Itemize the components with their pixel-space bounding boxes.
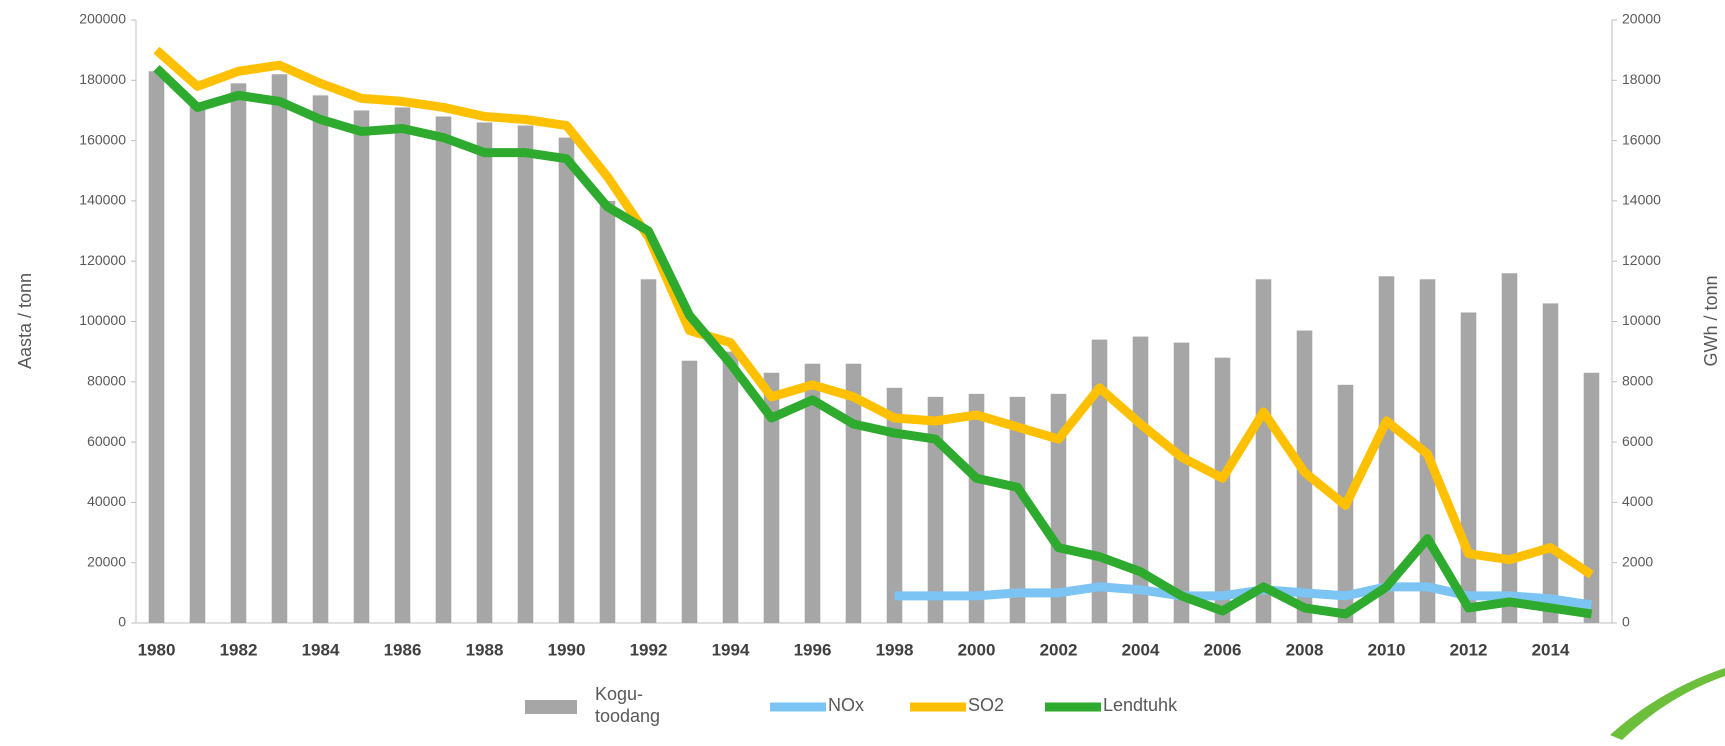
bar [1050, 393, 1067, 623]
line-series [894, 582, 1593, 610]
y2-tick-label: 12000 [1622, 252, 1661, 268]
y2-tick-label: 6000 [1622, 433, 1653, 449]
bar [1542, 303, 1559, 623]
bar [312, 95, 329, 623]
legend-label: SO2 [968, 695, 1005, 715]
y-tick-label: 160000 [79, 131, 126, 147]
y-tick-label: 60000 [87, 433, 126, 449]
bar [927, 396, 944, 623]
y-tick-label: 200000 [79, 11, 126, 27]
legend-label: Kogu- toodang [595, 684, 661, 726]
x-tick-label: 2002 [1040, 640, 1078, 659]
bar [148, 71, 165, 623]
bar [1214, 357, 1231, 623]
bar [804, 363, 821, 623]
bar [640, 279, 657, 623]
x-tick-label: 1988 [466, 640, 504, 659]
bar [517, 125, 534, 624]
legend-label: NOx [828, 695, 864, 715]
y-axis-label: Aasta / tonn [15, 273, 35, 369]
x-tick-label: 1982 [220, 640, 258, 659]
x-tick-label: 1994 [712, 640, 750, 659]
bar [1460, 312, 1477, 623]
bar [394, 107, 411, 623]
bar [558, 137, 575, 623]
bar [1009, 396, 1026, 623]
bar [476, 122, 493, 623]
y2-tick-label: 2000 [1622, 553, 1653, 569]
x-tick-label: 2008 [1286, 640, 1324, 659]
y-tick-label: 20000 [87, 553, 126, 569]
x-tick-label: 1992 [630, 640, 668, 659]
y2-tick-label: 8000 [1622, 373, 1653, 389]
x-tick-label: 2000 [958, 640, 996, 659]
bar [886, 387, 903, 623]
x-tick-label: 1984 [302, 640, 340, 659]
y2-tick-label: 0 [1622, 614, 1630, 630]
x-tick-label: 2012 [1450, 640, 1488, 659]
bar [763, 372, 780, 623]
bar [230, 83, 247, 623]
bar [1091, 339, 1108, 623]
x-tick-label: 2006 [1204, 640, 1242, 659]
y2-tick-label: 20000 [1622, 11, 1661, 27]
y-tick-label: 140000 [79, 192, 126, 208]
line-series [153, 46, 1594, 579]
y-tick-label: 80000 [87, 373, 126, 389]
legend-label: Lendtuhk [1103, 695, 1178, 715]
bar [599, 200, 616, 623]
y-tick-label: 0 [118, 614, 126, 630]
x-tick-label: 1980 [138, 640, 176, 659]
y2-tick-label: 14000 [1622, 192, 1661, 208]
bar [1132, 336, 1149, 623]
bar [353, 110, 370, 623]
bar [681, 360, 698, 623]
bar [1255, 279, 1272, 623]
y2-tick-label: 10000 [1622, 312, 1661, 328]
bar [189, 104, 206, 624]
bar [722, 351, 739, 623]
bar [968, 393, 985, 623]
y-tick-label: 40000 [87, 493, 126, 509]
y2-axis-label: GWh / tonn [1701, 275, 1721, 366]
line-series [153, 64, 1593, 619]
bar [271, 74, 288, 623]
y2-tick-label: 4000 [1622, 493, 1653, 509]
legend-swatch [525, 700, 577, 714]
bar [1378, 276, 1395, 623]
x-tick-label: 1998 [876, 640, 914, 659]
y2-tick-label: 16000 [1622, 131, 1661, 147]
x-tick-label: 2010 [1368, 640, 1406, 659]
bar [1501, 273, 1518, 623]
y-tick-label: 120000 [79, 252, 126, 268]
y2-tick-label: 18000 [1622, 71, 1661, 87]
x-tick-label: 2004 [1122, 640, 1160, 659]
x-tick-label: 2014 [1532, 640, 1570, 659]
y-tick-label: 100000 [79, 312, 126, 328]
bar [435, 116, 452, 623]
decor-swoosh [1610, 668, 1725, 740]
x-tick-label: 1996 [794, 640, 832, 659]
y-tick-label: 180000 [79, 71, 126, 87]
x-tick-label: 1990 [548, 640, 586, 659]
bar [1583, 372, 1600, 623]
bar [1173, 342, 1190, 623]
x-tick-label: 1986 [384, 640, 422, 659]
